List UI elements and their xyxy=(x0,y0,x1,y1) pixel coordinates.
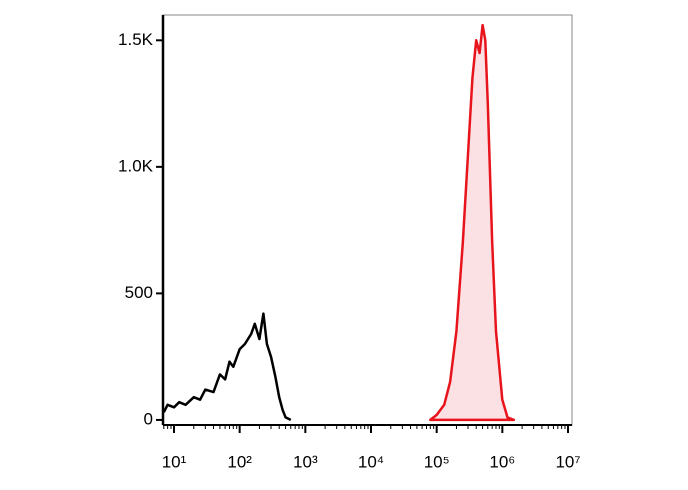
plot-frame xyxy=(162,14,573,426)
y-tick-label: 500 xyxy=(125,283,153,302)
x-tick-label: 10⁷ xyxy=(555,452,580,471)
y-tick-label: 1.0K xyxy=(118,156,154,175)
histogram-line xyxy=(162,312,292,422)
y-tick-label: 0 xyxy=(144,409,153,428)
x-tick-label: 10⁶ xyxy=(489,452,515,471)
x-tick-label: 10⁵ xyxy=(424,452,450,471)
x-tick-label: 10² xyxy=(227,452,252,471)
x-tick-label: 10⁴ xyxy=(358,452,384,471)
x-tick-label: 10³ xyxy=(293,452,318,471)
x-tick-label: 10¹ xyxy=(162,452,187,471)
histogram-line xyxy=(429,23,516,422)
y-tick-label: 1.5K xyxy=(118,30,154,49)
